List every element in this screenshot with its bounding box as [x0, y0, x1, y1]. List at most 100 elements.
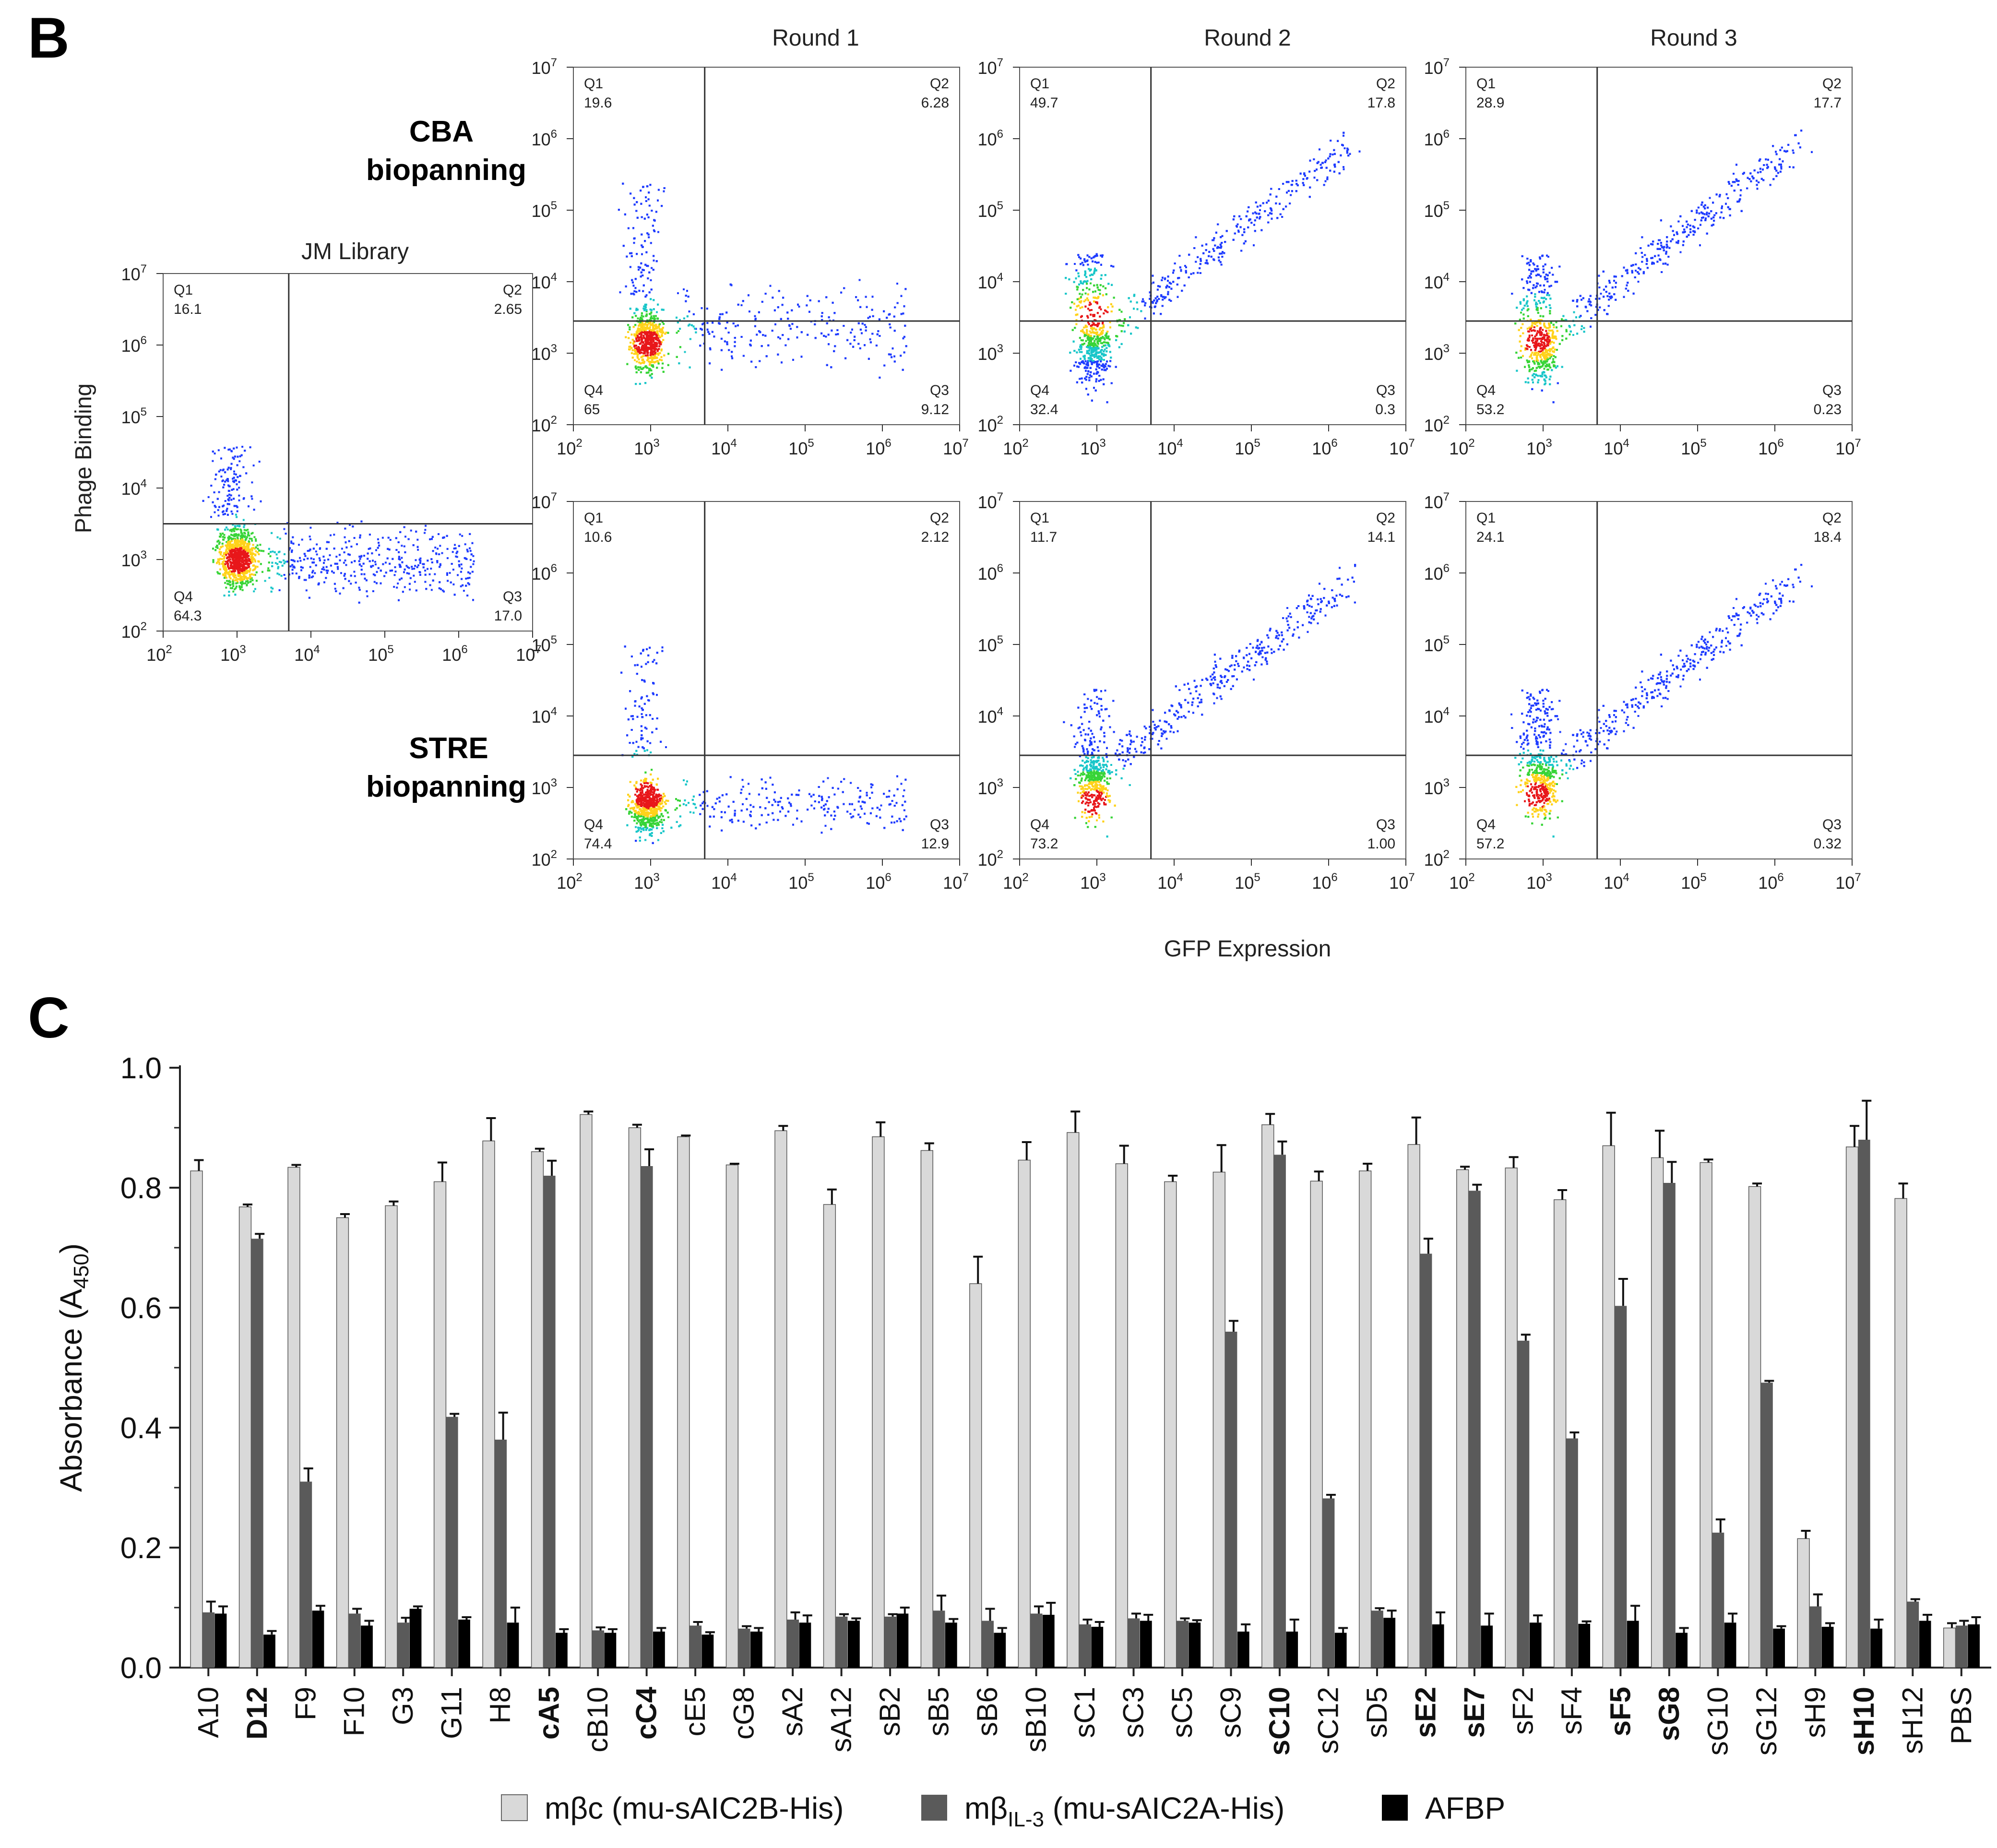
- bar-F10-series-2: [348, 1613, 361, 1668]
- plot-cba-round-2-q1-name: Q1: [1030, 76, 1049, 92]
- bar-cB10-series-1: [580, 1114, 593, 1668]
- legend-swatch-3: [1382, 1795, 1408, 1821]
- plot-cba-round-3-q1-value: 28.9: [1476, 95, 1504, 111]
- plot-cba-round-1-q4-value: 65: [584, 402, 600, 417]
- bar-group-sD5: sD5: [1359, 1163, 1397, 1738]
- bar-group-sH12: sH12: [1894, 1182, 1932, 1754]
- bar-cE5-series-3: [701, 1634, 714, 1668]
- plot-stre-round-2-xtick-3: 103: [1080, 871, 1105, 893]
- bar-sE7-series-2: [1469, 1191, 1481, 1668]
- bar-sA2-series-2: [787, 1620, 799, 1668]
- plot-cba-round-3-q1-name: Q1: [1476, 76, 1496, 92]
- plot-cba-round-2-q4-name: Q4: [1030, 382, 1049, 398]
- plot-jm-library-xtick-7: 107: [516, 643, 541, 665]
- bar-group-sH10: sH10: [1845, 1099, 1884, 1755]
- bar-group-sB6: sB6: [969, 1255, 1007, 1736]
- bar-sD5-series-1: [1359, 1170, 1372, 1668]
- bar-cA5-series-1: [531, 1151, 544, 1668]
- bar-category-label-cB10: cB10: [582, 1687, 614, 1753]
- bar-category-label-sF2: sF2: [1507, 1687, 1539, 1735]
- bar-sG10-series-1: [1700, 1162, 1712, 1668]
- bar-group-G11: G11: [433, 1161, 472, 1739]
- plot-stre-round-3-events: [1510, 564, 1813, 838]
- legend-label-1: mβc (mu-sAIC2B-His): [545, 1791, 844, 1825]
- bar-sG10-series-3: [1724, 1622, 1736, 1668]
- plot-cba-round-1-q2-value: 6.28: [921, 95, 949, 111]
- plot-cba-round-3-xtick-5: 105: [1681, 437, 1706, 458]
- bar-group-cC4: cC4: [628, 1123, 666, 1740]
- bar-sB2-series-1: [872, 1136, 885, 1668]
- bar-category-label-sB6: sB6: [971, 1687, 1003, 1736]
- plot-stre-round-1-xtick-6: 106: [866, 871, 891, 893]
- bar-category-label-cC4: cC4: [630, 1686, 663, 1740]
- bar-sG8-series-2: [1664, 1183, 1676, 1668]
- bar-category-label-A10: A10: [192, 1687, 224, 1738]
- bar-sG12-series-1: [1748, 1186, 1761, 1668]
- bar-group-sA12: sA12: [823, 1188, 861, 1753]
- bar-cA5-series-2: [543, 1176, 556, 1668]
- bar-sE2-series-3: [1432, 1624, 1444, 1668]
- bar-sF4-series-3: [1578, 1623, 1591, 1668]
- plot-stre-round-3-xtick-4: 104: [1604, 871, 1629, 893]
- plot-stre-round-3-ytick-3: 103: [1424, 776, 1450, 798]
- plot-stre-round-2-ytick-7: 107: [978, 490, 1003, 512]
- plot-jm-library-xtick-6: 106: [442, 643, 467, 665]
- bar-sG8-series-1: [1651, 1157, 1664, 1668]
- library-title: JM Library: [301, 239, 409, 264]
- bar-category-label-sG10: sG10: [1701, 1687, 1734, 1755]
- plot-cba-round-3-q4-value: 53.2: [1476, 402, 1504, 417]
- bar-sB10-series-3: [1042, 1615, 1055, 1668]
- plot-stre-round-1-events: [620, 645, 907, 844]
- plot-stre-round-2-q1-value: 11.7: [1030, 529, 1057, 545]
- plot-stre-round-2-frame: [1019, 501, 1406, 859]
- bar-category-label-F10: F10: [338, 1687, 370, 1736]
- bar-category-label-G11: G11: [436, 1687, 468, 1739]
- plot-stre-round-3-xtick-5: 105: [1681, 871, 1706, 893]
- bar-sH9-series-1: [1797, 1538, 1810, 1668]
- plot-cba-round-2-ytick-6: 106: [978, 128, 1003, 149]
- plot-cba-round-1-q4-name: Q4: [584, 382, 603, 398]
- plot-cba-round-3-xtick-3: 103: [1526, 437, 1552, 458]
- row-label-cba-line2: biopanning: [366, 154, 526, 187]
- plot-cba-round-3-xtick-7: 107: [1835, 437, 1861, 458]
- plot-jm-library-frame: [163, 273, 533, 632]
- plot-cba-round-2-q4-value: 32.4: [1030, 402, 1058, 417]
- plot-cba-round-1-frame: [573, 67, 960, 425]
- plot-cba-round-1-q1-name: Q1: [584, 76, 603, 92]
- bar-cG8-series-3: [750, 1632, 762, 1668]
- bar-category-label-sC10: sC10: [1263, 1687, 1296, 1755]
- bar-sF5-series-2: [1615, 1306, 1627, 1668]
- plot-cba-round-1-xtick-6: 106: [866, 437, 891, 458]
- plot-stre-round-3-q3-value: 0.32: [1814, 836, 1842, 852]
- bar-group-D12: D12: [238, 1204, 277, 1740]
- plot-cba-round-2-ytick-4: 104: [978, 271, 1003, 292]
- plot-stre-round-1-q1-name: Q1: [584, 510, 603, 526]
- plot-jm-library-ytick-4: 104: [121, 477, 147, 499]
- bar-category-label-sC3: sC3: [1117, 1687, 1150, 1738]
- legend-swatch-2: [921, 1795, 947, 1821]
- plot-cba-round-3-q3-value: 0.23: [1814, 402, 1842, 417]
- plot-stre-round-1-q4-name: Q4: [584, 817, 603, 833]
- bar-category-label-sC9: sC9: [1214, 1687, 1247, 1738]
- plot-stre-round-3-frame: [1465, 501, 1853, 859]
- plot-cba-round-3-ytick-6: 106: [1424, 128, 1450, 149]
- bar-group-sG8: sG8: [1651, 1130, 1689, 1741]
- plot-stre-round-2-xtick-6: 106: [1312, 871, 1337, 893]
- bar-sC10-series-3: [1286, 1632, 1298, 1668]
- plot-stre-round-3-ytick-7: 107: [1424, 490, 1450, 512]
- plot-stre-round-3-q1-value: 24.1: [1476, 529, 1504, 545]
- plot-cba-round-2-q2-value: 17.8: [1367, 95, 1395, 111]
- plot-jm-library-ytick-6: 106: [121, 334, 147, 356]
- bar-D12-series-3: [263, 1634, 275, 1668]
- bar-category-label-sE7: sE7: [1458, 1687, 1490, 1738]
- bar-sA12-series-2: [835, 1616, 848, 1668]
- bar-sE2-series-1: [1407, 1144, 1420, 1668]
- bar-category-label-PBS: PBS: [1945, 1687, 1977, 1744]
- bar-group-sC1: sC1: [1067, 1110, 1105, 1738]
- bar-sB5-series-2: [933, 1610, 945, 1668]
